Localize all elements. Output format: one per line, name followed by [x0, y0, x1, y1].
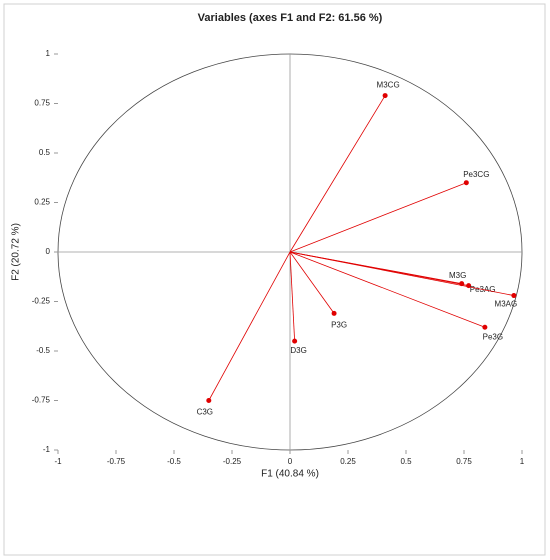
x-tick-label: -0.5 [167, 457, 181, 466]
x-tick-label: 0 [288, 457, 293, 466]
point [382, 93, 388, 99]
y-tick-label: -0.5 [36, 346, 50, 355]
vector [289, 251, 296, 342]
vector [289, 182, 467, 253]
point [292, 338, 298, 344]
point [463, 180, 469, 186]
x-tick-label: 0.75 [456, 457, 472, 466]
y-tick-label: -0.75 [32, 396, 51, 405]
y-tick-label: -1 [43, 445, 51, 454]
point [511, 293, 517, 299]
point [482, 324, 488, 330]
point-label: Pe3CG [463, 170, 489, 179]
vector [289, 251, 335, 314]
x-tick-label: -0.25 [223, 457, 242, 466]
point-label: D3G [290, 346, 306, 355]
chart-title: Variables (axes F1 and F2: 61.56 %) [198, 12, 383, 24]
x-tick-label: -1 [54, 457, 62, 466]
x-axis-label: F1 (40.84 %) [261, 469, 319, 480]
point-label: C3G [197, 408, 213, 417]
point [206, 398, 212, 403]
y-tick-label: 0.5 [39, 148, 51, 157]
point-label: Pe3G [483, 332, 503, 341]
vector [208, 251, 291, 401]
x-tick-label: -0.75 [107, 457, 126, 466]
point-label: M3G [449, 271, 466, 280]
point-label: P3G [331, 320, 347, 329]
y-tick-label: -0.25 [32, 297, 51, 306]
point-label: M3CG [377, 81, 400, 90]
point [331, 310, 337, 316]
y-tick-label: 1 [46, 49, 51, 58]
y-tick-label: 0 [46, 247, 51, 256]
vector [289, 251, 514, 296]
y-tick-label: 0.25 [34, 198, 50, 207]
point-label: M3AG [495, 300, 518, 309]
vector [289, 251, 486, 328]
y-tick-label: 0.75 [34, 99, 50, 108]
x-tick-label: 0.25 [340, 457, 356, 466]
vector [289, 95, 386, 253]
x-tick-label: 1 [520, 457, 525, 466]
y-axis-label: F2 (20.72 %) [11, 223, 22, 281]
x-tick-label: 0.5 [400, 457, 412, 466]
frame [3, 3, 546, 556]
